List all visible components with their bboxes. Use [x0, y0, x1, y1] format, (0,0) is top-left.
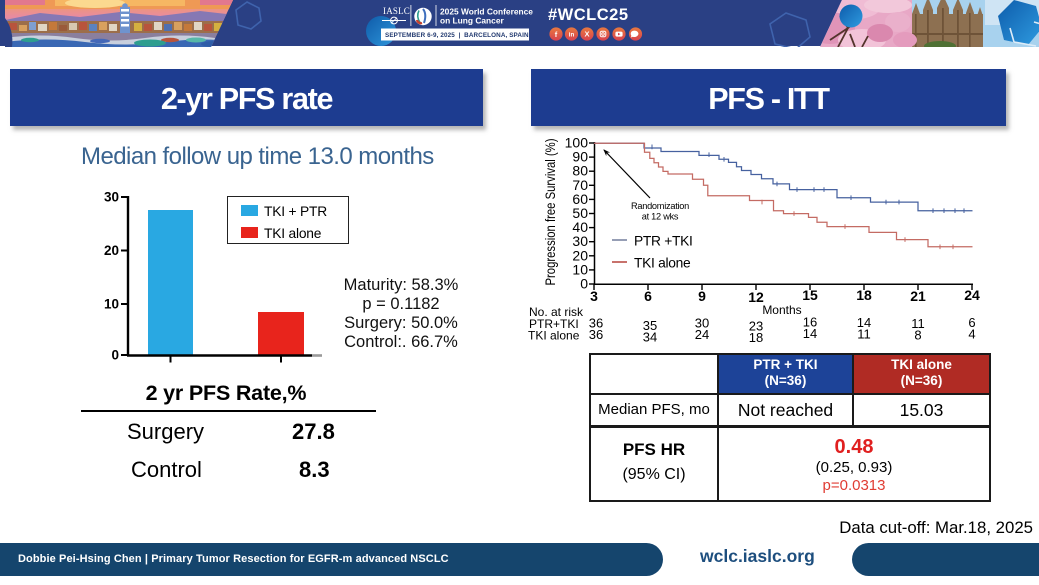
svg-text:at 12 wks: at 12 wks — [642, 212, 679, 222]
svg-text:0: 0 — [111, 348, 119, 363]
svg-text:2025 World Conference: 2025 World Conference — [440, 7, 533, 17]
svg-text:3: 3 — [590, 288, 598, 304]
svg-text:34: 34 — [643, 330, 657, 345]
svg-text:18: 18 — [856, 287, 872, 303]
svg-text:36: 36 — [589, 316, 603, 331]
svg-text:35: 35 — [643, 318, 657, 333]
svg-text:0: 0 — [580, 276, 588, 292]
svg-text:f: f — [555, 30, 558, 39]
svg-text:40: 40 — [572, 219, 588, 235]
svg-text:15: 15 — [802, 287, 818, 303]
svg-text:11: 11 — [857, 327, 871, 342]
svg-text:24: 24 — [695, 327, 709, 342]
svg-text:No. at risk: No. at risk — [529, 305, 584, 319]
svg-text:24: 24 — [964, 287, 980, 303]
svg-text:TKI alone: TKI alone — [634, 256, 691, 271]
svg-text:9: 9 — [698, 288, 706, 304]
svg-text:X: X — [584, 30, 589, 39]
svg-text:4: 4 — [968, 327, 975, 342]
svg-text:30: 30 — [572, 233, 588, 249]
svg-text:16: 16 — [803, 315, 817, 330]
svg-text:14: 14 — [857, 315, 871, 330]
svg-text:11: 11 — [911, 316, 925, 331]
svg-text:12: 12 — [748, 289, 764, 305]
svg-text:TKI alone: TKI alone — [528, 329, 580, 343]
svg-text:10: 10 — [104, 297, 119, 312]
svg-text:36: 36 — [589, 327, 603, 342]
svg-text:Randomization: Randomization — [631, 201, 689, 211]
svg-text:14: 14 — [803, 326, 817, 341]
svg-text:23: 23 — [749, 319, 763, 334]
svg-text:10: 10 — [572, 261, 588, 277]
svg-text:PTR+TKI: PTR+TKI — [529, 317, 579, 331]
svg-text:on Lung Cancer: on Lung Cancer — [440, 16, 504, 26]
svg-text:30: 30 — [695, 316, 709, 331]
svg-text:30: 30 — [104, 190, 119, 205]
svg-text:21: 21 — [910, 288, 926, 304]
svg-text:20: 20 — [104, 243, 119, 258]
svg-text:80: 80 — [572, 163, 588, 179]
svg-text:PTR +TKI: PTR +TKI — [634, 234, 693, 249]
svg-text:#WCLC25: #WCLC25 — [548, 6, 629, 24]
svg-text:in: in — [569, 32, 575, 39]
svg-text:SEPTEMBER 6-9, 2025 | BARCEL: SEPTEMBER 6-9, 2025 | BARCELONA, SPAIN — [385, 32, 529, 39]
svg-text:70: 70 — [572, 177, 588, 193]
svg-text:6: 6 — [644, 288, 652, 304]
svg-text:60: 60 — [572, 191, 588, 207]
svg-text:IASLC: IASLC — [383, 6, 410, 16]
svg-text:6: 6 — [968, 315, 975, 330]
svg-text:20: 20 — [572, 247, 588, 263]
svg-text:50: 50 — [572, 205, 588, 221]
svg-text:8: 8 — [914, 328, 921, 343]
svg-text:90: 90 — [572, 149, 588, 165]
svg-text:18: 18 — [749, 330, 763, 345]
svg-text:100: 100 — [565, 135, 589, 151]
svg-text:Months: Months — [762, 303, 801, 317]
svg-text:Progression free Survival (%): Progression free Survival (%) — [542, 139, 558, 286]
